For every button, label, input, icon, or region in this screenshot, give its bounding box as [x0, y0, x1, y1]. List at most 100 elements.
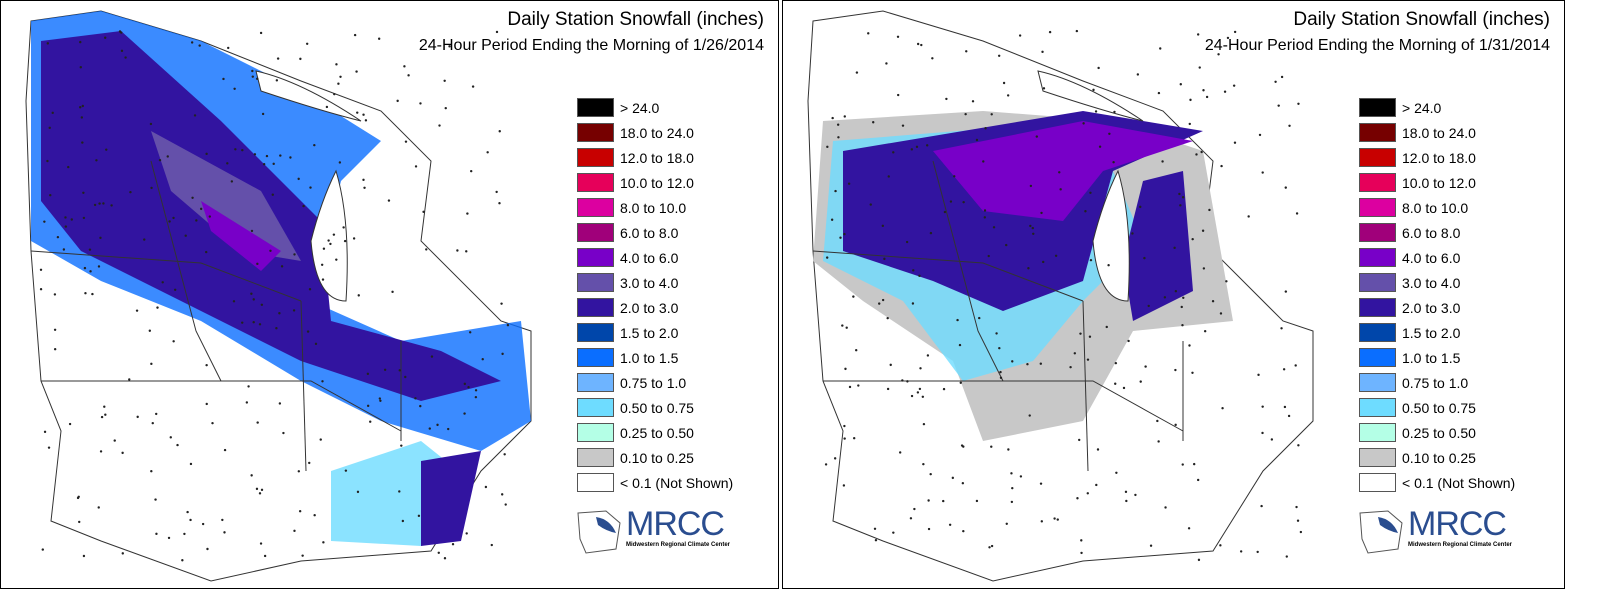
station-dot	[1196, 33, 1200, 36]
station-dot	[852, 295, 855, 298]
station-dot	[448, 45, 451, 48]
station-dot	[261, 112, 265, 116]
station-dot	[143, 238, 146, 241]
legend-swatch	[1359, 398, 1396, 417]
station-dot	[1178, 192, 1181, 196]
station-dot	[302, 204, 305, 208]
station-dot	[223, 448, 227, 452]
station-dot	[1115, 471, 1118, 474]
legend-item: 0.25 to 0.50	[577, 420, 733, 445]
legend-label: 4.0 to 6.0	[620, 249, 679, 266]
legend-label: 0.50 to 0.75	[1402, 399, 1476, 416]
legend-label: 3.0 to 4.0	[620, 274, 679, 291]
station-dot	[195, 219, 198, 222]
legend-item: 8.0 to 10.0	[577, 195, 733, 220]
legend-item: 12.0 to 18.0	[1359, 145, 1515, 170]
station-dot	[1131, 232, 1134, 235]
station-dot	[1192, 462, 1196, 466]
station-dot	[857, 384, 860, 387]
station-dot	[1143, 256, 1146, 260]
station-dot	[362, 178, 365, 182]
station-dot	[280, 265, 284, 268]
legend-swatch	[577, 223, 614, 242]
station-dot	[337, 82, 340, 85]
station-dot	[193, 114, 197, 117]
station-dot	[925, 144, 929, 147]
station-dot	[378, 397, 382, 400]
station-dot	[962, 445, 965, 448]
station-dot	[289, 156, 292, 159]
station-dot	[926, 354, 930, 357]
station-dot	[362, 113, 365, 116]
station-dot	[256, 421, 259, 424]
station-dot	[1113, 110, 1116, 114]
snowfall-map	[807, 10, 1314, 582]
legend-item: 10.0 to 12.0	[1359, 170, 1515, 195]
station-dot	[990, 445, 993, 448]
station-dot	[255, 487, 259, 491]
station-dot	[301, 554, 304, 557]
map-title: Daily Station Snowfall (inches)	[507, 9, 764, 30]
station-dot	[999, 376, 1003, 380]
station-dot	[918, 274, 921, 278]
station-dot	[886, 387, 890, 391]
snowfall-map	[25, 10, 532, 582]
legend-item: 1.0 to 1.5	[577, 345, 733, 370]
station-dot	[68, 422, 72, 426]
station-dot	[1086, 358, 1090, 361]
station-dot	[892, 531, 895, 534]
station-dot	[990, 544, 994, 548]
station-dot	[121, 552, 124, 555]
legend-item: 18.0 to 24.0	[577, 120, 733, 145]
midwest-map-icon	[1359, 510, 1403, 554]
station-dot	[135, 309, 139, 312]
station-dot	[425, 248, 428, 251]
station-dot	[465, 532, 468, 535]
station-dot	[1233, 141, 1237, 144]
station-dot	[250, 229, 254, 233]
station-dot	[110, 204, 113, 207]
station-dot	[414, 397, 417, 400]
station-dot	[321, 278, 325, 281]
station-dot	[78, 520, 81, 524]
station-dot	[474, 395, 478, 399]
station-dot	[1283, 405, 1287, 409]
station-dot	[322, 541, 325, 544]
station-dot	[1277, 104, 1280, 107]
station-dot	[335, 258, 338, 261]
station-dot	[186, 510, 189, 514]
legend-label: 0.10 to 0.25	[620, 449, 694, 466]
legend-label: > 24.0	[1402, 99, 1442, 116]
legend-item: 2.0 to 3.0	[577, 295, 733, 320]
legend-label: 0.25 to 0.50	[1402, 424, 1476, 441]
legend-label: 10.0 to 12.0	[1402, 174, 1476, 191]
mrcc-logo: MRCC Midwestern Regional Climate Center	[576, 505, 766, 555]
station-dot	[913, 507, 916, 511]
station-dot	[113, 439, 116, 442]
station-dot	[89, 270, 92, 273]
legend-label: < 0.1 (Not Shown)	[1402, 474, 1516, 491]
station-dot	[1073, 352, 1077, 355]
station-dot	[465, 250, 468, 253]
station-dot	[836, 123, 840, 126]
station-dot	[1187, 527, 1191, 530]
station-dot	[852, 437, 856, 440]
station-dot	[91, 292, 94, 296]
station-dot	[1284, 186, 1287, 189]
station-dot	[1287, 414, 1291, 418]
legend-swatch	[1359, 198, 1396, 217]
station-dot	[404, 140, 408, 143]
station-dot	[1059, 188, 1062, 191]
station-dot	[407, 74, 410, 77]
legend-swatch	[1359, 98, 1396, 117]
legend-label: 1.0 to 1.5	[620, 349, 679, 366]
station-dot	[278, 312, 281, 315]
station-dot	[1096, 448, 1100, 451]
station-dot	[199, 207, 203, 211]
station-dot	[1127, 339, 1130, 343]
station-dot	[226, 162, 229, 165]
station-dot	[81, 104, 84, 108]
station-dot	[949, 200, 953, 203]
station-dot	[843, 424, 846, 428]
station-dot	[339, 75, 342, 78]
